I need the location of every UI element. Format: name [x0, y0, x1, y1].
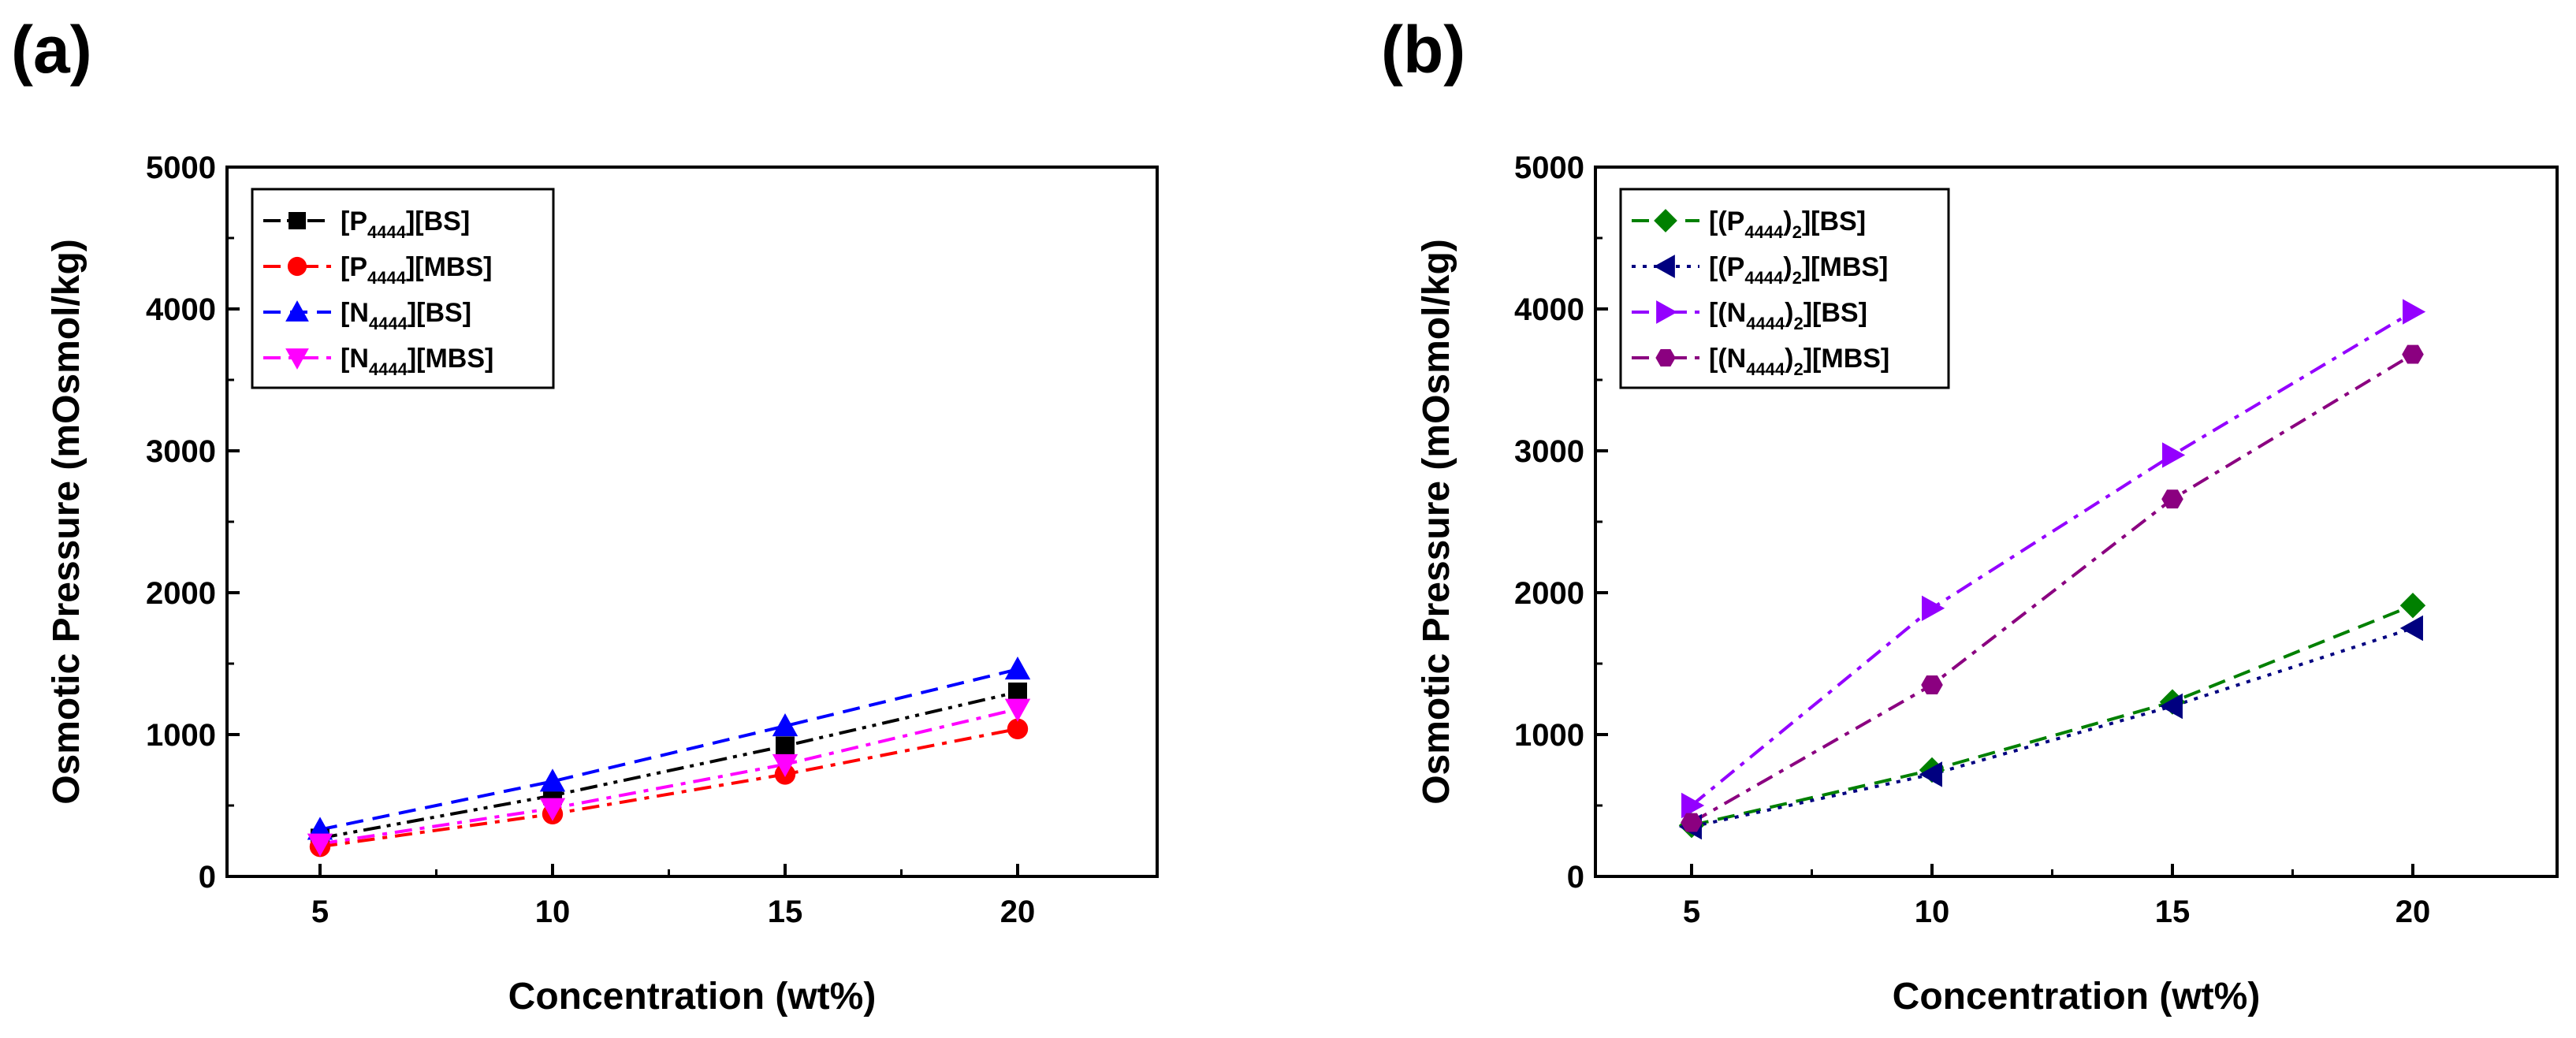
- a-x-tick-label: 20: [1000, 895, 1036, 929]
- b-y-tick-label: 0: [1567, 860, 1584, 895]
- b-legend-marker: [1654, 255, 1675, 278]
- b-data-point: [2159, 693, 2183, 720]
- a-data-point: [772, 713, 798, 737]
- b-series-line-3: [1691, 352, 2414, 824]
- a-y-tick-label: 3000: [146, 434, 216, 469]
- panel-a-label: (a): [11, 13, 92, 87]
- a-legend-marker: [285, 348, 309, 370]
- a-legend-label: [N4444][MBS]: [341, 344, 493, 379]
- a-legend-label: [P4444][MBS]: [341, 252, 492, 288]
- a-x-tick-label: 15: [768, 895, 803, 929]
- b-legend-label: [(P4444)2][MBS]: [1709, 252, 1888, 288]
- panel-a-legend: [P4444][BS] [P4444][MBS] [N4444][BS] [N4444…: [251, 188, 555, 389]
- panel-b-ticks: 0 1000 2000 3000 4000 5000 5 10 15 20: [1514, 151, 2430, 929]
- b-legend-label: [(N4444)2][BS]: [1709, 298, 1867, 333]
- a-y-tick-label: 5000: [146, 151, 216, 185]
- b-data-point: [2399, 615, 2423, 642]
- a-series-line-0: [319, 690, 1018, 840]
- a-y-tick-label: 4000: [146, 292, 216, 327]
- b-data-point: [1681, 792, 1705, 819]
- b-y-tick-label: 3000: [1514, 434, 1584, 469]
- panel-b-label: (b): [1381, 13, 1465, 87]
- b-y-tick-label: 5000: [1514, 151, 1584, 185]
- a-legend-marker: [288, 212, 306, 229]
- b-x-tick-label: 20: [2395, 895, 2431, 929]
- a-data-point: [1007, 718, 1029, 739]
- b-data-point: [1919, 761, 1942, 787]
- b-series-line-1: [1691, 627, 2414, 828]
- b-legend-marker: [1654, 209, 1677, 233]
- a-data-point: [772, 753, 798, 777]
- a-series-line-3: [319, 707, 1018, 846]
- a-x-tick-label: 5: [311, 895, 329, 929]
- b-series-line-0: [1691, 604, 2414, 828]
- panel-a-x-axis-title: Concentration (wt%): [508, 976, 877, 1018]
- b-y-tick-label: 4000: [1514, 292, 1584, 327]
- b-x-tick-label: 10: [1915, 895, 1950, 929]
- b-data-point: [2399, 593, 2426, 619]
- a-x-tick-label: 10: [535, 895, 571, 929]
- a-legend-marker: [287, 256, 307, 277]
- panel-b: (b) 0 1000 2000 3000 4000 5000 5 10 15 20 Concent…: [1381, 13, 2559, 1018]
- b-y-tick-label: 1000: [1514, 718, 1584, 753]
- a-legend-label: [N4444][BS]: [341, 298, 471, 333]
- a-series-line-1: [319, 727, 1018, 849]
- b-legend-marker: [1656, 300, 1677, 324]
- b-x-tick-label: 15: [2155, 895, 2191, 929]
- b-legend-marker: [1655, 349, 1676, 366]
- panel-b-y-axis-title: Osmotic Pressure (mOsmol/kg): [1416, 239, 1457, 805]
- a-data-point: [307, 833, 333, 857]
- a-legend-marker: [285, 300, 309, 322]
- a-series-line-2: [319, 668, 1018, 832]
- a-data-point: [1004, 657, 1031, 680]
- a-data-point: [776, 736, 795, 756]
- a-y-tick-label: 2000: [146, 576, 216, 611]
- b-series-line-2: [1690, 310, 2414, 807]
- a-data-point: [1004, 698, 1031, 722]
- panel-b-legend: [(P4444)2][BS] [(P4444)2][MBS] [(N4444)2][…: [1619, 188, 1950, 389]
- b-y-tick-label: 2000: [1514, 576, 1584, 611]
- panel-a-y-axis-title: Osmotic Pressure (mOsmol/kg): [46, 239, 87, 805]
- b-legend-label: [(P4444)2][BS]: [1709, 206, 1866, 242]
- b-x-tick-label: 5: [1683, 895, 1700, 929]
- panel-a-series: [307, 657, 1031, 858]
- b-data-point: [1681, 813, 1703, 832]
- a-legend-label: [P4444][BS]: [341, 206, 470, 242]
- b-data-point: [1922, 595, 1945, 621]
- a-y-tick-label: 1000: [146, 718, 216, 753]
- a-y-tick-label: 0: [199, 860, 216, 895]
- a-data-point: [539, 768, 566, 792]
- b-data-point: [2402, 344, 2424, 364]
- panel-a-ticks: 0 1000 2000 3000 4000 5000 5 10 15 20: [146, 151, 1035, 929]
- b-data-point: [1921, 675, 1943, 694]
- b-data-point: [2161, 489, 2183, 509]
- b-data-point: [2403, 299, 2426, 325]
- panel-b-series: [1678, 299, 2426, 840]
- a-data-point: [539, 798, 566, 821]
- panel-b-x-axis-title: Concentration (wt%): [1893, 976, 2261, 1018]
- a-data-point: [1008, 683, 1027, 701]
- b-data-point: [2162, 442, 2186, 468]
- b-legend-label: [(N4444)2][MBS]: [1709, 344, 1889, 379]
- panel-a: (a) 0 1000 2000 3000 4000 5000 5 10 15 20 Concent…: [11, 13, 1159, 1018]
